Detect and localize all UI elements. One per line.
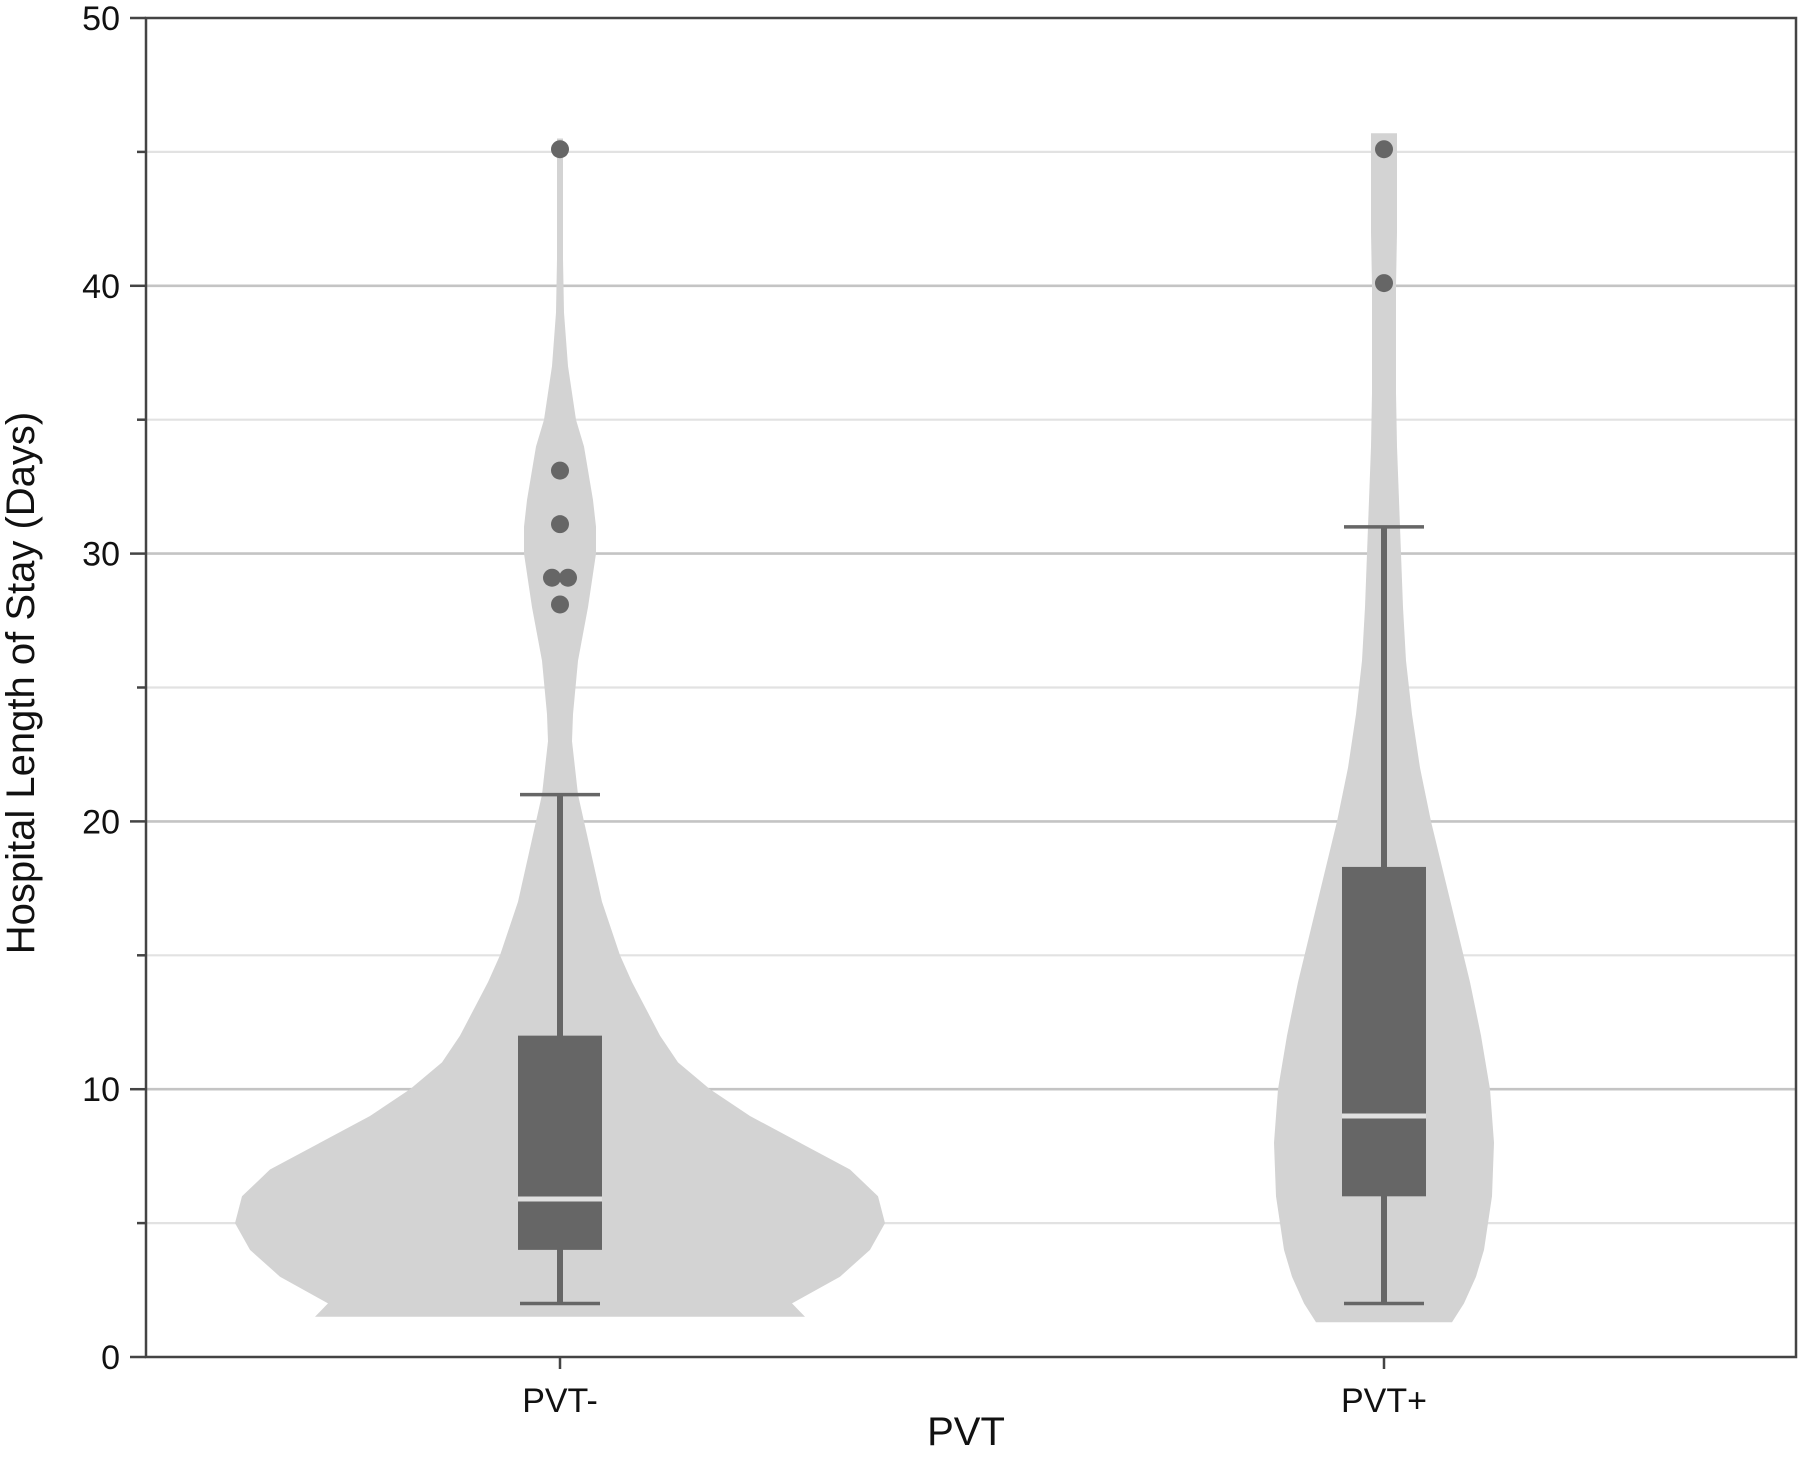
outlier-point: [551, 461, 569, 480]
y-tick-label: 40: [82, 268, 120, 306]
outlier-point: [1375, 274, 1393, 293]
grid-layer: [146, 150, 1796, 1225]
x-tick-label: PVT-: [522, 1382, 598, 1420]
box-pvt-pos: [1342, 866, 1426, 1197]
outlier-point: [551, 140, 569, 159]
x-tick-label: PVT+: [1341, 1382, 1427, 1420]
y-axis-title: Hospital Length of Stay (Days): [0, 412, 43, 954]
outlier-point: [551, 595, 569, 614]
axis-layer: 0 10 20 30 40 50 PVT- PVT+: [82, 0, 1798, 1420]
box-pvt-neg: [518, 1035, 602, 1250]
y-tick-label: 30: [82, 536, 120, 574]
box-layer: [518, 140, 1426, 1306]
violin-pvt-neg: [235, 138, 885, 1317]
outlier-point: [551, 515, 569, 534]
x-axis-title: PVT: [927, 1410, 1005, 1454]
violin-layer: [235, 133, 1494, 1323]
y-tick-label: 20: [82, 803, 120, 841]
outlier-point: [1375, 140, 1393, 159]
y-tick-label: 50: [82, 0, 120, 38]
y-tick-label: 10: [82, 1071, 120, 1109]
outlier-point: [559, 568, 577, 587]
y-tick-label: 0: [101, 1339, 120, 1377]
outlier-point: [543, 568, 561, 587]
